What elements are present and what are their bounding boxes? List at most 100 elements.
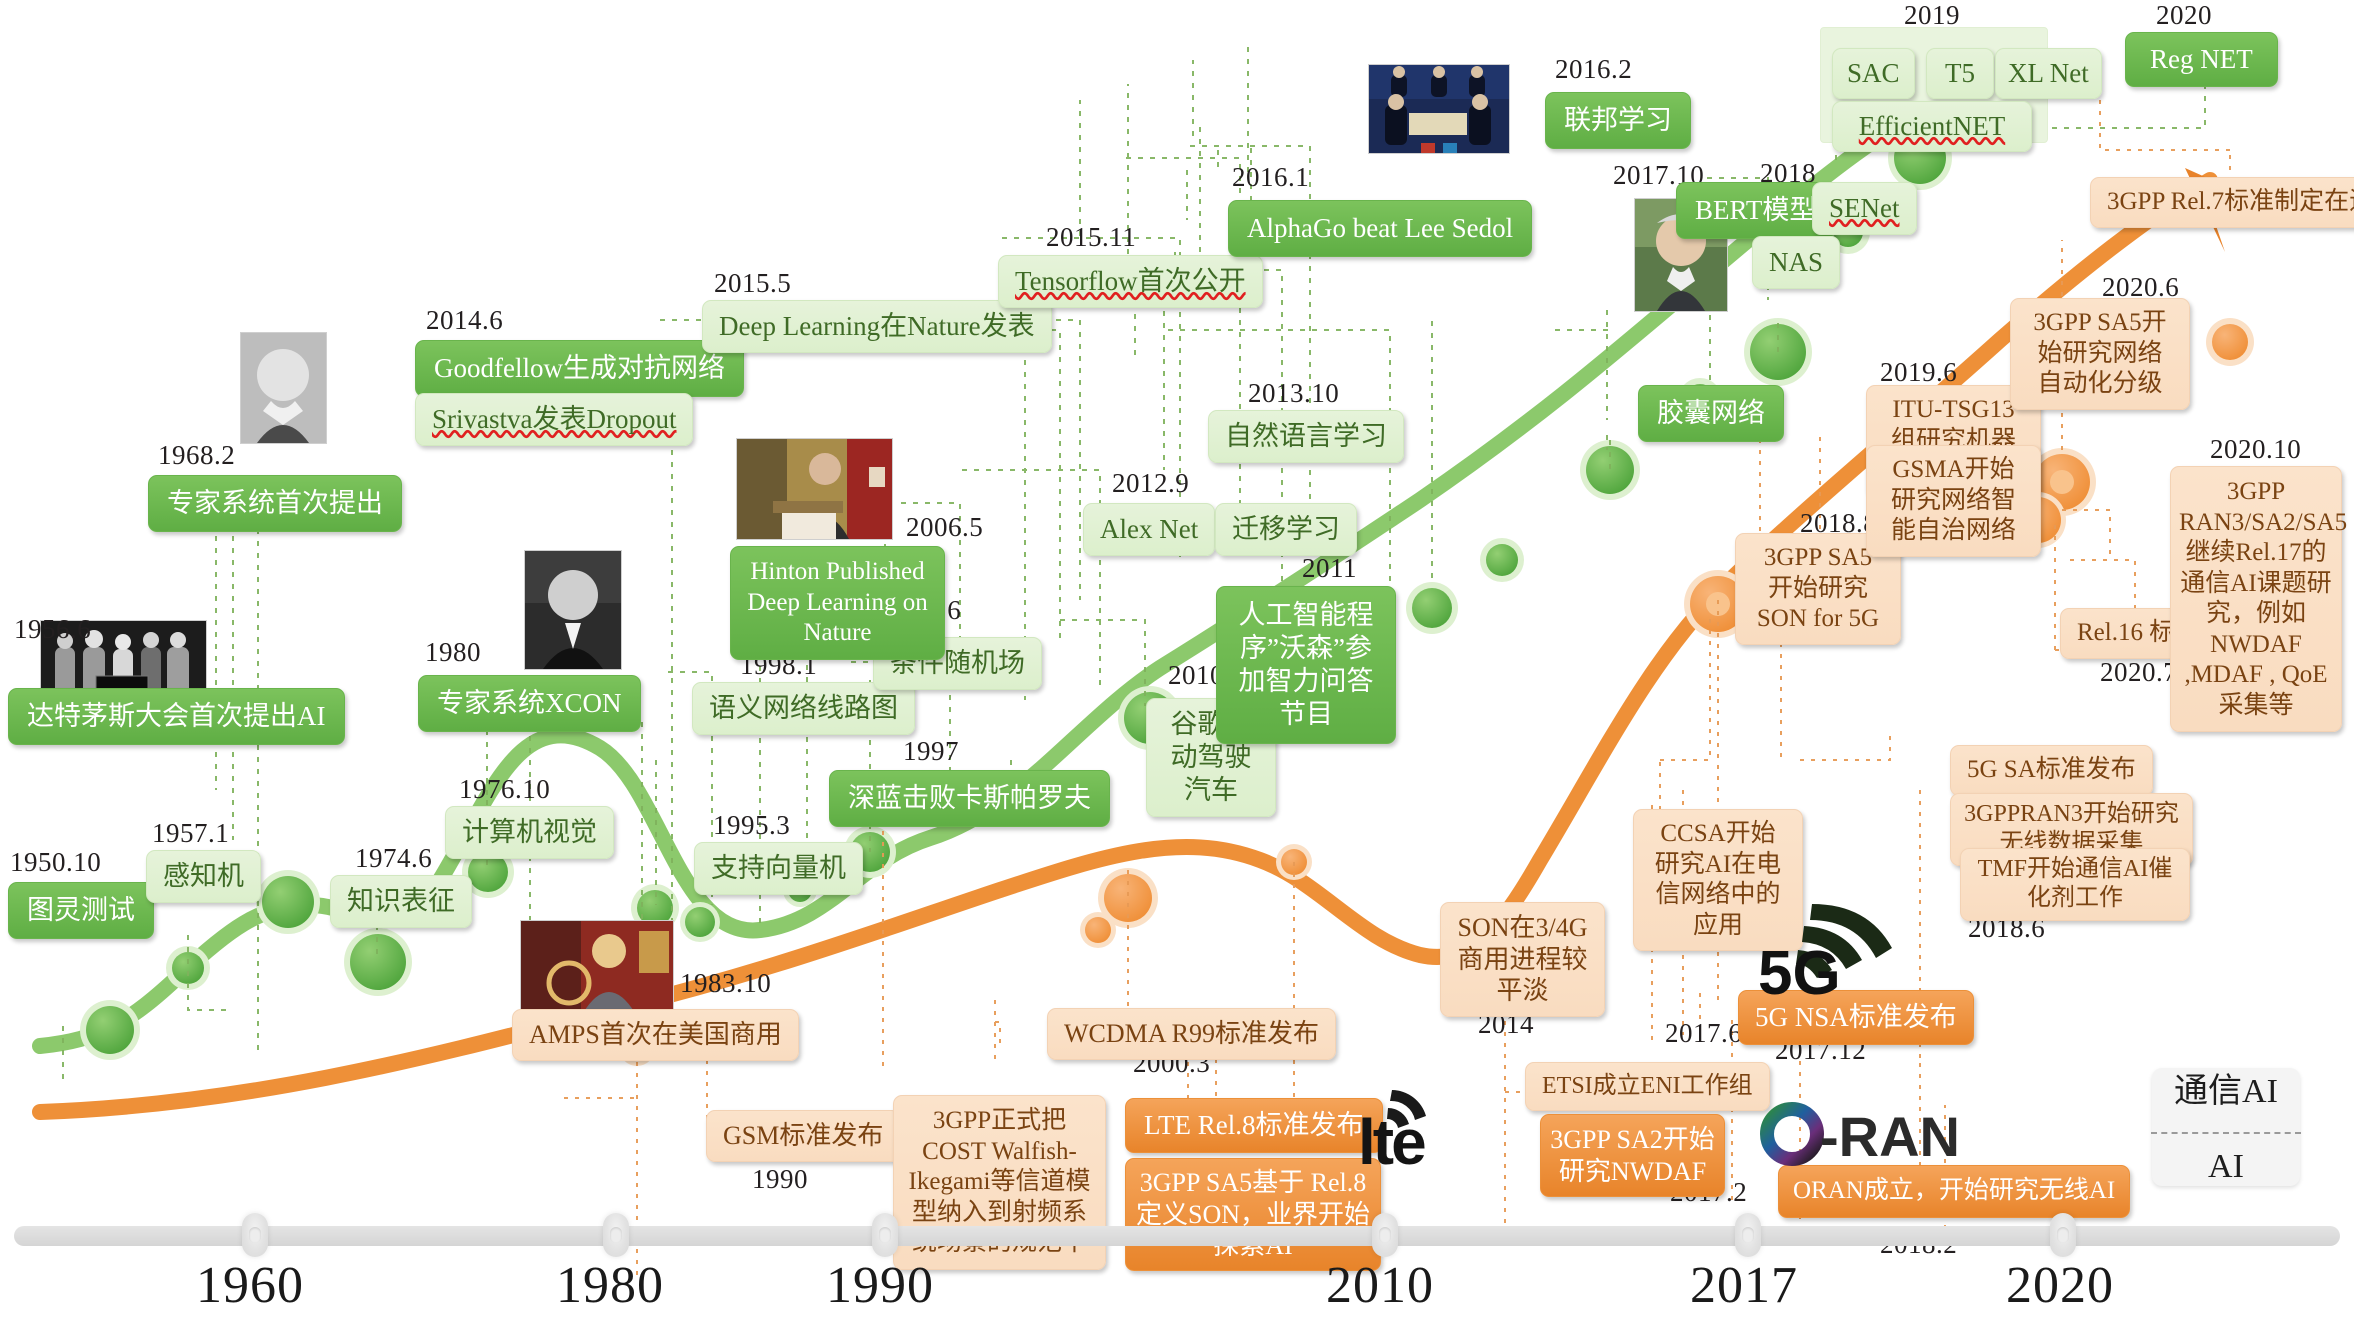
svg-text:5G: 5G: [1760, 939, 1841, 998]
photo-expert-system: [240, 332, 327, 444]
label-5g-nsa[interactable]: 5G NSA标准发布: [1738, 990, 1974, 1045]
date-1990: 1990: [752, 1164, 808, 1194]
date-2015-5: 2015.5: [714, 268, 792, 298]
date-1983-10: 1983.10: [680, 968, 772, 998]
date-2020: 2020: [2156, 0, 2212, 30]
label-son-3g4g[interactable]: SON在3/4G商用进程较平淡: [1440, 902, 1605, 1018]
date-2006-5: 2006.5: [906, 512, 984, 542]
date-1957-1: 1957.1: [152, 818, 230, 848]
date-2020-6: 2020.6: [2102, 272, 2180, 302]
label-t5[interactable]: T5: [1926, 48, 1994, 99]
label-semantic-network[interactable]: 语义网络线路图: [692, 682, 915, 735]
photo-alphago-match: [1368, 64, 1510, 154]
photo-xcon: [524, 550, 622, 670]
axis-year-2010: 2010: [1326, 1257, 1434, 1314]
label-svm[interactable]: 支持向量机: [694, 842, 863, 895]
label-lte-rel8[interactable]: LTE Rel.8标准发布: [1125, 1098, 1383, 1153]
label-hinton-nature[interactable]: Hinton Published Deep Learning on Nature: [730, 546, 945, 660]
timeline-axis: [14, 1226, 2340, 1246]
label-sa5-automation-grade[interactable]: 3GPP SA5开始研究网络自动化分级: [2010, 298, 2190, 410]
label-knowledge-representation[interactable]: 知识表征: [330, 875, 472, 928]
axis-year-2017: 2017: [1690, 1257, 1798, 1314]
svg-text:-RAN: -RAN: [1820, 1105, 1960, 1168]
axis-year-1980: 1980: [556, 1257, 664, 1314]
axis-year-1990: 1990: [826, 1257, 934, 1314]
label-expert-system-proposed[interactable]: 专家系统首次提出: [148, 475, 402, 532]
label-wcdma[interactable]: WCDMA R99标准发布: [1047, 1008, 1336, 1060]
oran-logo: -RAN: [1760, 1100, 2010, 1175]
label-gsma[interactable]: GSMA开始研究网络智能自治网络: [1866, 445, 2041, 557]
label-federated-learning[interactable]: 联邦学习: [1545, 92, 1691, 149]
lte-logo: lte: [1356, 1084, 1452, 1178]
date-2019-6: 2019.6: [1880, 357, 1958, 387]
label-senet[interactable]: SENet: [1812, 182, 1917, 235]
label-dropout[interactable]: Srivastva发表Dropout: [415, 393, 694, 446]
date-2015-11: 2015.11: [1046, 222, 1137, 252]
label-efficientnet-text: EfficientNET: [1858, 111, 2006, 141]
label-tensorflow[interactable]: Tensorflow首次公开: [998, 255, 1263, 308]
legend-divider: [2151, 1131, 2301, 1134]
label-ccsa[interactable]: CCSA开始研究AI在电信网络中的应用: [1633, 809, 1803, 951]
date-1974-6: 1974.6: [355, 843, 433, 873]
axis-knob-2020: [2050, 1213, 2076, 1257]
label-efficientnet[interactable]: EfficientNET: [1832, 101, 2032, 152]
label-nas[interactable]: NAS: [1752, 236, 1841, 289]
date-2012-9: 2012.9: [1112, 468, 1190, 498]
date-2011: 2011: [1302, 553, 1357, 583]
label-sac[interactable]: SAC: [1832, 48, 1915, 99]
label-perceptron[interactable]: 感知机: [146, 850, 261, 903]
legend-ai-label: AI: [2208, 1147, 2244, 1185]
label-3gpp-rel7[interactable]: 3GPP Rel.7标准制定在途: [2090, 177, 2354, 228]
label-xlnet[interactable]: XL Net: [1995, 48, 2102, 99]
label-transfer-learning[interactable]: 迁移学习: [1215, 503, 1357, 556]
label-deep-learning-nature[interactable]: Deep Learning在Nature发表: [702, 300, 1052, 353]
date-2016-1: 2016.1: [1232, 162, 1310, 192]
date-2013-10: 2013.10: [1248, 378, 1340, 408]
date-1995-3: 1995.3: [713, 810, 791, 840]
date-2019: 2019: [1904, 0, 1960, 30]
label-turing-test[interactable]: 图灵测试: [8, 882, 154, 939]
label-dartmouth[interactable]: 达特茅斯大会首次提出AI: [8, 688, 345, 745]
axis-knob-2017: [1735, 1213, 1761, 1257]
date-1968-2: 1968.2: [158, 440, 236, 470]
label-gsm[interactable]: GSM标准发布: [706, 1110, 901, 1162]
date-1980: 1980: [425, 637, 481, 667]
label-nlp[interactable]: 自然语言学习: [1208, 410, 1404, 463]
date-2020-10: 2020.10: [2210, 434, 2302, 464]
label-alexnet[interactable]: Alex Net: [1083, 503, 1216, 556]
date-2016-2: 2016.2: [1555, 54, 1633, 84]
label-oran-founded[interactable]: ORAN成立，开始研究无线AI: [1778, 1165, 2131, 1218]
date-2017-6: 2017.6: [1665, 1018, 1743, 1048]
axis-year-1960: 1960: [196, 1257, 304, 1314]
label-amps[interactable]: AMPS首次在美国商用: [512, 1009, 799, 1061]
label-gan[interactable]: Goodfellow生成对抗网络: [415, 340, 744, 397]
legend: 通信AI AI: [2151, 1068, 2301, 1186]
label-rel17[interactable]: 3GPP RAN3/SA2/SA5继续Rel.17的通信AI课题研究，例如 NW…: [2170, 466, 2347, 732]
axis-knob-1990: [872, 1213, 898, 1257]
label-regnet[interactable]: Reg NET: [2125, 32, 2278, 87]
label-watson[interactable]: 人工智能程序”沃森”参加智力问答节目: [1216, 586, 1396, 744]
label-sa5-son[interactable]: 3GPP SA5基于 Rel.8定义SON，业界开始探索AI: [1125, 1158, 1381, 1272]
label-bert[interactable]: BERT模型: [1676, 182, 1836, 239]
label-expert-system-xcon[interactable]: 专家系统XCON: [418, 675, 641, 732]
date-1976-10: 1976.10: [459, 774, 551, 804]
axis-knob-1980: [603, 1213, 629, 1257]
label-5g-sa[interactable]: 5G SA标准发布: [1950, 745, 2153, 796]
label-etsi-eni[interactable]: ETSI成立ENI工作组: [1525, 1062, 1770, 1112]
axis-knob-2010: [1372, 1213, 1398, 1257]
date-2014-6: 2014.6: [426, 305, 504, 335]
svg-text:lte: lte: [1358, 1106, 1425, 1170]
legend-telecom-label: 通信AI: [2174, 1072, 2278, 1110]
date-1997: 1997: [903, 736, 959, 766]
label-tensorflow-text: Tensorflow首次公开: [1015, 266, 1246, 296]
label-alphago[interactable]: AlphaGo beat Lee Sedol: [1228, 200, 1533, 257]
5g-logo: 5G: [1758, 900, 1900, 1008]
label-senet-text: SENet: [1829, 193, 1900, 223]
axis-knob-1960: [242, 1213, 268, 1257]
label-deep-blue[interactable]: 深蓝击败卡斯帕罗夫: [829, 770, 1110, 827]
label-sa2-nwdaf[interactable]: 3GPP SA2开始研究NWDAF: [1540, 1114, 1725, 1198]
label-tmf-catalyst[interactable]: TMF开始通信AI催化剂工作: [1960, 848, 2190, 921]
label-capsule-network[interactable]: 胶囊网络: [1638, 385, 1784, 442]
label-computer-vision[interactable]: 计算机视觉: [445, 806, 614, 859]
